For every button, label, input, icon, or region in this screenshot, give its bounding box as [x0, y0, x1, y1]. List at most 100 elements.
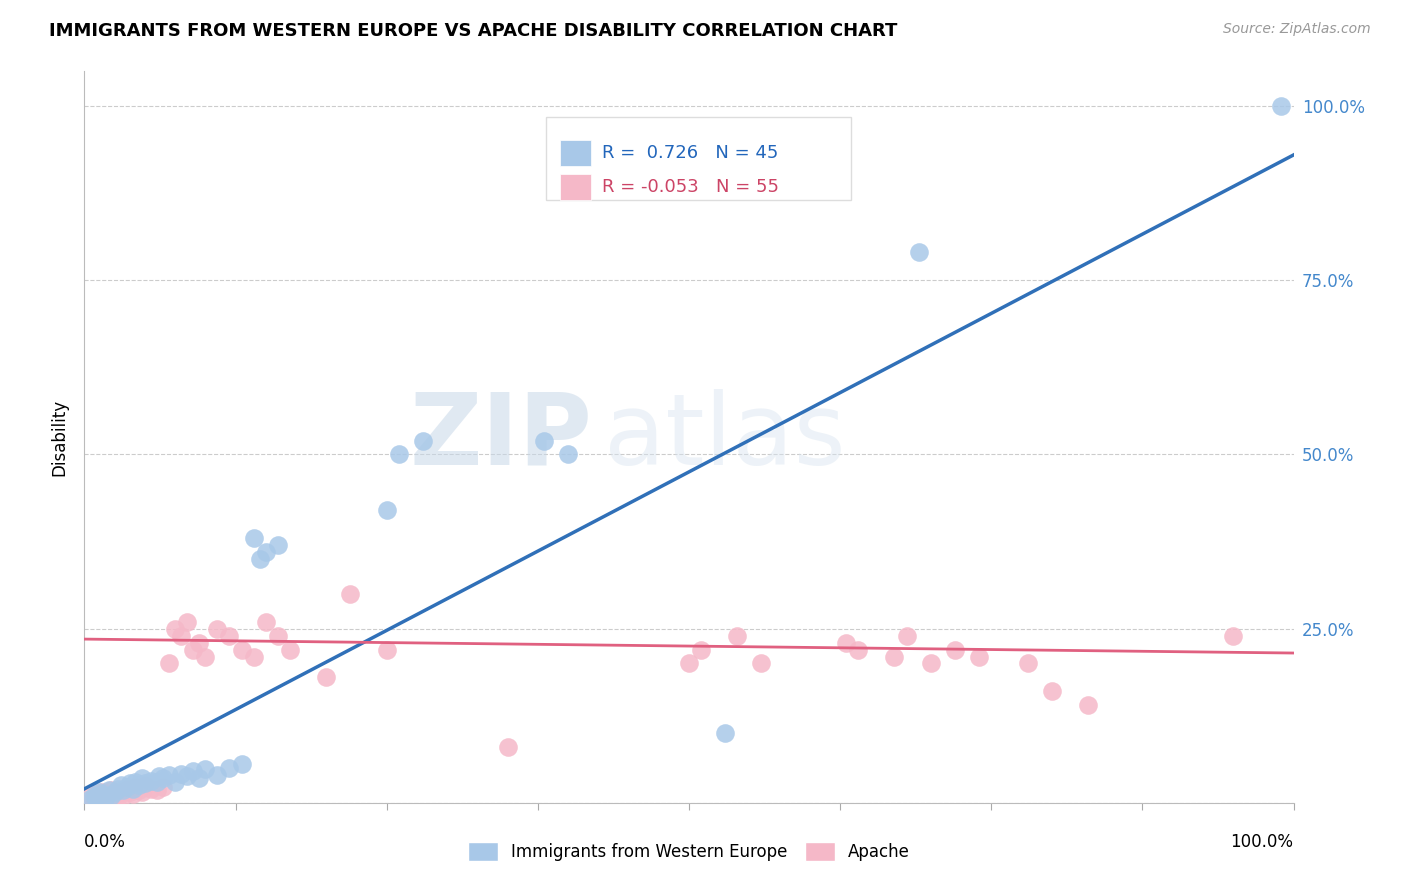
- Point: [134, 778, 156, 792]
- Point: [278, 642, 301, 657]
- Point: [165, 775, 187, 789]
- Point: [207, 768, 229, 782]
- Text: R =  0.726   N = 45: R = 0.726 N = 45: [603, 144, 779, 162]
- Point: [104, 788, 127, 802]
- Point: [267, 629, 290, 643]
- Point: [165, 622, 187, 636]
- Point: [79, 792, 101, 806]
- Point: [188, 635, 211, 649]
- Point: [1077, 698, 1099, 713]
- Point: [375, 642, 398, 657]
- Point: [91, 788, 114, 802]
- Point: [231, 757, 253, 772]
- Point: [83, 792, 105, 806]
- Point: [231, 642, 253, 657]
- Text: R = -0.053   N = 55: R = -0.053 N = 55: [603, 178, 779, 196]
- Point: [176, 769, 198, 783]
- Point: [107, 781, 129, 796]
- Point: [139, 781, 162, 796]
- Point: [690, 642, 713, 657]
- Point: [967, 649, 990, 664]
- Point: [1222, 629, 1244, 643]
- Point: [121, 788, 143, 802]
- Text: Source: ZipAtlas.com: Source: ZipAtlas.com: [1223, 22, 1371, 37]
- Point: [120, 776, 142, 790]
- Point: [496, 740, 519, 755]
- Text: 100.0%: 100.0%: [1230, 833, 1294, 851]
- Point: [315, 670, 337, 684]
- Point: [242, 531, 264, 545]
- Point: [134, 776, 156, 790]
- Point: [86, 788, 108, 802]
- Point: [107, 790, 129, 805]
- Point: [94, 789, 117, 803]
- Point: [115, 781, 138, 796]
- Point: [139, 773, 162, 788]
- Point: [218, 629, 240, 643]
- Point: [157, 657, 180, 671]
- Point: [86, 790, 108, 805]
- Text: atlas: atlas: [605, 389, 846, 485]
- Point: [110, 778, 132, 792]
- Point: [846, 642, 869, 657]
- Point: [194, 649, 217, 664]
- Point: [1017, 657, 1039, 671]
- Point: [896, 629, 918, 643]
- Point: [249, 552, 271, 566]
- Point: [920, 657, 942, 671]
- Point: [120, 785, 142, 799]
- Text: ZIP: ZIP: [409, 389, 592, 485]
- Point: [388, 448, 411, 462]
- Y-axis label: Disability: Disability: [51, 399, 69, 475]
- Point: [128, 783, 150, 797]
- Point: [883, 649, 905, 664]
- Point: [254, 545, 277, 559]
- Point: [725, 629, 748, 643]
- Point: [97, 792, 120, 806]
- Point: [124, 780, 146, 795]
- Point: [557, 448, 579, 462]
- Point: [267, 538, 290, 552]
- Point: [94, 790, 117, 805]
- Point: [157, 768, 180, 782]
- Point: [131, 772, 153, 786]
- Point: [188, 772, 211, 786]
- Point: [152, 772, 174, 786]
- Point: [533, 434, 555, 448]
- Point: [91, 785, 114, 799]
- Point: [110, 785, 132, 799]
- Point: [181, 642, 204, 657]
- Point: [83, 789, 105, 803]
- Point: [100, 789, 122, 803]
- Point: [943, 642, 966, 657]
- Point: [146, 783, 169, 797]
- Point: [1270, 99, 1292, 113]
- Point: [97, 783, 120, 797]
- Point: [181, 764, 204, 779]
- Point: [100, 783, 122, 797]
- Point: [87, 785, 110, 799]
- Point: [112, 783, 135, 797]
- Point: [112, 789, 135, 803]
- Point: [170, 629, 193, 643]
- Point: [907, 245, 929, 260]
- Point: [131, 785, 153, 799]
- Point: [152, 780, 174, 795]
- Point: [412, 434, 434, 448]
- Text: 0.0%: 0.0%: [84, 833, 127, 851]
- Point: [254, 615, 277, 629]
- Point: [146, 775, 169, 789]
- Point: [218, 761, 240, 775]
- Point: [128, 778, 150, 792]
- Point: [714, 726, 737, 740]
- Point: [124, 775, 146, 789]
- Point: [678, 657, 700, 671]
- Point: [115, 780, 138, 795]
- Point: [242, 649, 264, 664]
- Point: [339, 587, 361, 601]
- Point: [87, 790, 110, 805]
- Point: [1040, 684, 1063, 698]
- Point: [835, 635, 858, 649]
- Point: [207, 622, 229, 636]
- Point: [170, 766, 193, 780]
